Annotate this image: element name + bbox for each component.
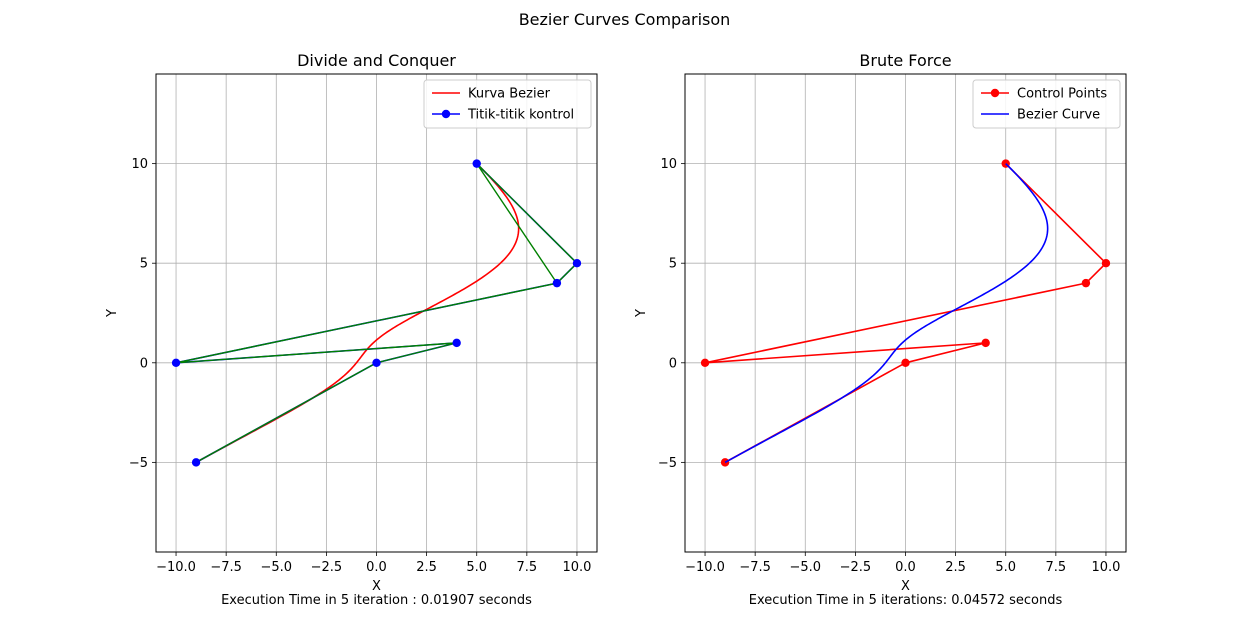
legend-label: Titik-titik kontrol [467,108,574,123]
control-point [700,358,710,367]
y-tick-label: −5 [129,456,148,471]
x-tick-label: 2.5 [945,560,966,575]
y-axis-label: Y [634,309,649,318]
control-point [191,458,201,467]
x-tick-label: −10.0 [685,560,725,575]
legend-marker-sample [441,109,451,119]
y-tick-label: 10 [131,157,148,172]
figure-title: Bezier Curves Comparison [519,10,731,29]
legend-label: Control Points [1017,87,1107,102]
x-axis-label: X [901,579,910,594]
x-tick-label: −7.5 [210,560,242,575]
y-tick-label: 10 [660,157,677,172]
x-tick-label: −2.5 [840,560,872,575]
y-tick-label: 0 [669,356,677,371]
control-point [171,358,181,367]
x-tick-label: −5.0 [789,560,821,575]
control-point [372,358,381,367]
x-tick-label: −5.0 [260,560,292,575]
control-point [981,338,990,348]
subplot-1: Divide and Conquer −10.0 −7.5 −5.0 −2.5 0.0 2.… [105,51,598,608]
x-axis-label: X [372,579,381,594]
control-point [901,358,910,367]
execution-time-note: Execution Time in 5 iteration : 0.01907 … [221,593,532,608]
legend-label: Bezier Curve [1017,108,1100,123]
y-tick-label: 5 [669,257,677,272]
legend: Kurva Bezier Titik-titik kontrol [423,79,592,129]
y-axis-label: Y [105,309,120,318]
x-tick-label: 10.0 [562,560,591,575]
control-point [452,338,461,348]
control-point [552,278,562,288]
legend-box [972,79,1121,129]
midpoint-path-line [175,162,578,463]
y-tick-label: 0 [140,356,148,371]
x-tick-label: −2.5 [311,560,343,575]
legend-label: Kurva Bezier [468,87,551,102]
control-point [1101,259,1111,268]
legend: Control Points Bezier Curve [972,79,1121,129]
legend-marker-sample [990,88,1000,98]
subplot-title: Brute Force [859,51,951,70]
subplot-title: Divide and Conquer [297,51,456,70]
subplots: Divide and Conquer −10.0 −7.5 −5.0 −2.5 0.0 2.… [105,51,1127,608]
execution-time-note: Execution Time in 5 iterations: 0.04572 … [749,593,1063,608]
bezier-curve-line [724,163,1049,464]
x-tick-label: 2.5 [416,560,437,575]
y-tick-label: 5 [140,257,148,272]
x-tick-label: 0.0 [366,560,387,575]
control-point [472,159,481,168]
x-tick-label: 5.0 [466,560,487,575]
x-tick-label: 7.5 [516,560,537,575]
x-tick-label: −7.5 [739,560,771,575]
x-tick-label: 7.5 [1045,560,1066,575]
y-tick-label: −5 [658,456,677,471]
legend-box [423,79,592,129]
control-point [572,259,582,268]
x-tick-label: 5.0 [995,560,1016,575]
x-tick-label: 0.0 [895,560,916,575]
subplot-2: Brute Force −10.0 −7.5 −5.0 −2.5 0.0 2.5 5.0 7.5… [634,51,1127,608]
x-tick-label: −10.0 [156,560,196,575]
x-tick-label: 10.0 [1091,560,1120,575]
control-point [1081,278,1091,288]
